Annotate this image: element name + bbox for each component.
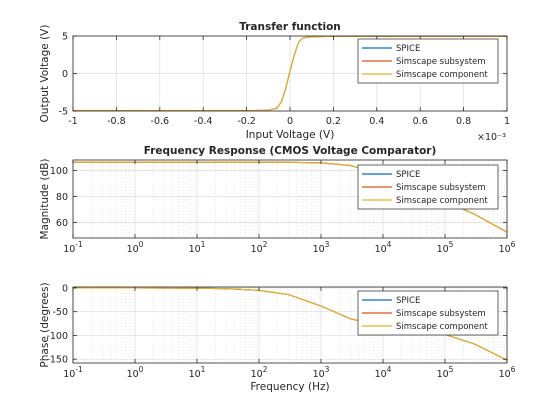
- x-axis-label: Input Voltage (V): [246, 129, 335, 141]
- axes-box: [72, 286, 508, 364]
- x-tick-label: 0: [287, 116, 293, 127]
- y-tick-label: -5: [59, 107, 68, 118]
- legend-entry: Simscape subsystem: [396, 57, 486, 67]
- legend-entry: Simscape component: [396, 196, 488, 206]
- x-tick-label: -0.2: [237, 116, 256, 127]
- legend-entry: Simscape component: [396, 322, 488, 332]
- series-line-3: [73, 36, 507, 111]
- axes-box: [72, 159, 508, 239]
- x-tick-label: -1: [68, 116, 77, 127]
- x-tick-label: 1: [504, 116, 510, 127]
- x-tick-label: -0.8: [107, 116, 126, 127]
- x-tick-label: 101: [189, 240, 206, 255]
- legend: SPICE Simscape subsystem Simscape componen…: [357, 290, 499, 336]
- chart-title: Frequency Response (CMOS Voltage Compara…: [144, 145, 437, 157]
- y-tick-label: 0: [62, 69, 68, 80]
- y-tick-label: -100: [46, 331, 68, 342]
- x-tick-label: 0.2: [326, 116, 341, 127]
- x-tick-label: 10-1: [63, 240, 83, 255]
- y-axis-label: Output Voltage (V): [39, 25, 51, 123]
- x-tick-label: 0.6: [413, 116, 428, 127]
- legend-entry: Simscape component: [396, 70, 488, 80]
- y-tick-label: 60: [56, 218, 68, 229]
- y-tick-label: -150: [46, 355, 68, 366]
- x-tick-label: -0.4: [194, 116, 213, 127]
- axes-1: -1 -0.8 -0.6 -0.4 -0.2 0 0.2 0.4 0.6 0.8 1 -5 0 5 Tran…: [39, 21, 510, 143]
- x-tick-label: -0.6: [151, 116, 170, 127]
- x-tick-label: 104: [375, 240, 392, 255]
- x-tick-label: 105: [437, 240, 454, 255]
- y-tick-label: 100: [50, 166, 68, 177]
- x-tick-label: 102: [251, 365, 268, 380]
- x-tick-label: 106: [499, 365, 516, 380]
- legend-entry: Simscape subsystem: [396, 183, 486, 193]
- x-tick-label: 0.4: [369, 116, 384, 127]
- chart-title: Transfer function: [239, 21, 341, 33]
- x-tick-label: 100: [127, 240, 144, 255]
- x-tick-label: 0.8: [456, 116, 471, 127]
- x-tick-label: 101: [189, 365, 206, 380]
- y-axis-label: Magnitude (dB): [39, 158, 51, 239]
- x-tick-label: 102: [251, 240, 268, 255]
- y-axis-label: Phase (degrees): [39, 282, 51, 367]
- x-tick-label: 103: [313, 240, 330, 255]
- legend-entry: SPICE: [396, 170, 420, 180]
- x-tick-label: 105: [437, 365, 454, 380]
- legend: SPICE Simscape subsystem Simscape componen…: [357, 38, 499, 84]
- y-tick-label: 5: [62, 32, 68, 43]
- x-exponent-label: ×10⁻³: [477, 132, 506, 143]
- x-tick-label: 106: [499, 240, 516, 255]
- x-tick-label: 10-1: [63, 365, 83, 380]
- axes-3: 10-1 100 101 102 103 104 105 106 -150 -100 -50 0 Fre…: [39, 282, 516, 393]
- x-tick-label: 104: [375, 365, 392, 380]
- legend-entry: Simscape subsystem: [396, 309, 486, 319]
- x-axis-label: Frequency (Hz): [250, 381, 329, 393]
- x-tick-label: 103: [313, 365, 330, 380]
- legend-entry: SPICE: [396, 296, 420, 306]
- y-tick-label: 80: [56, 192, 68, 203]
- y-tick-label: -50: [52, 307, 68, 318]
- legend-entry: SPICE: [396, 44, 420, 54]
- y-tick-label: 0: [62, 283, 68, 294]
- x-tick-label: 100: [127, 365, 144, 380]
- legend: SPICE Simscape subsystem Simscape componen…: [357, 164, 499, 210]
- axes-2: 10-1 100 101 102 103 104 105 106 60 80 100 Frequenc…: [39, 145, 516, 255]
